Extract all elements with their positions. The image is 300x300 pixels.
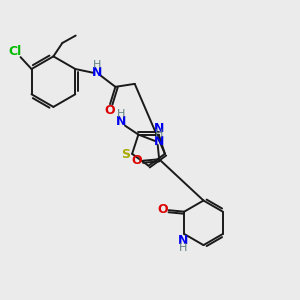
Text: H: H: [93, 60, 101, 70]
Text: H: H: [154, 129, 163, 139]
Text: O: O: [157, 203, 167, 216]
Text: H: H: [117, 109, 126, 119]
Text: N: N: [92, 66, 102, 79]
Text: N: N: [154, 122, 164, 134]
Text: N: N: [153, 135, 164, 148]
Text: N: N: [178, 234, 188, 247]
Text: S: S: [121, 148, 130, 161]
Text: O: O: [131, 154, 142, 167]
Text: O: O: [104, 103, 115, 116]
Text: N: N: [116, 115, 127, 128]
Text: Cl: Cl: [9, 45, 22, 58]
Text: H: H: [178, 243, 187, 253]
